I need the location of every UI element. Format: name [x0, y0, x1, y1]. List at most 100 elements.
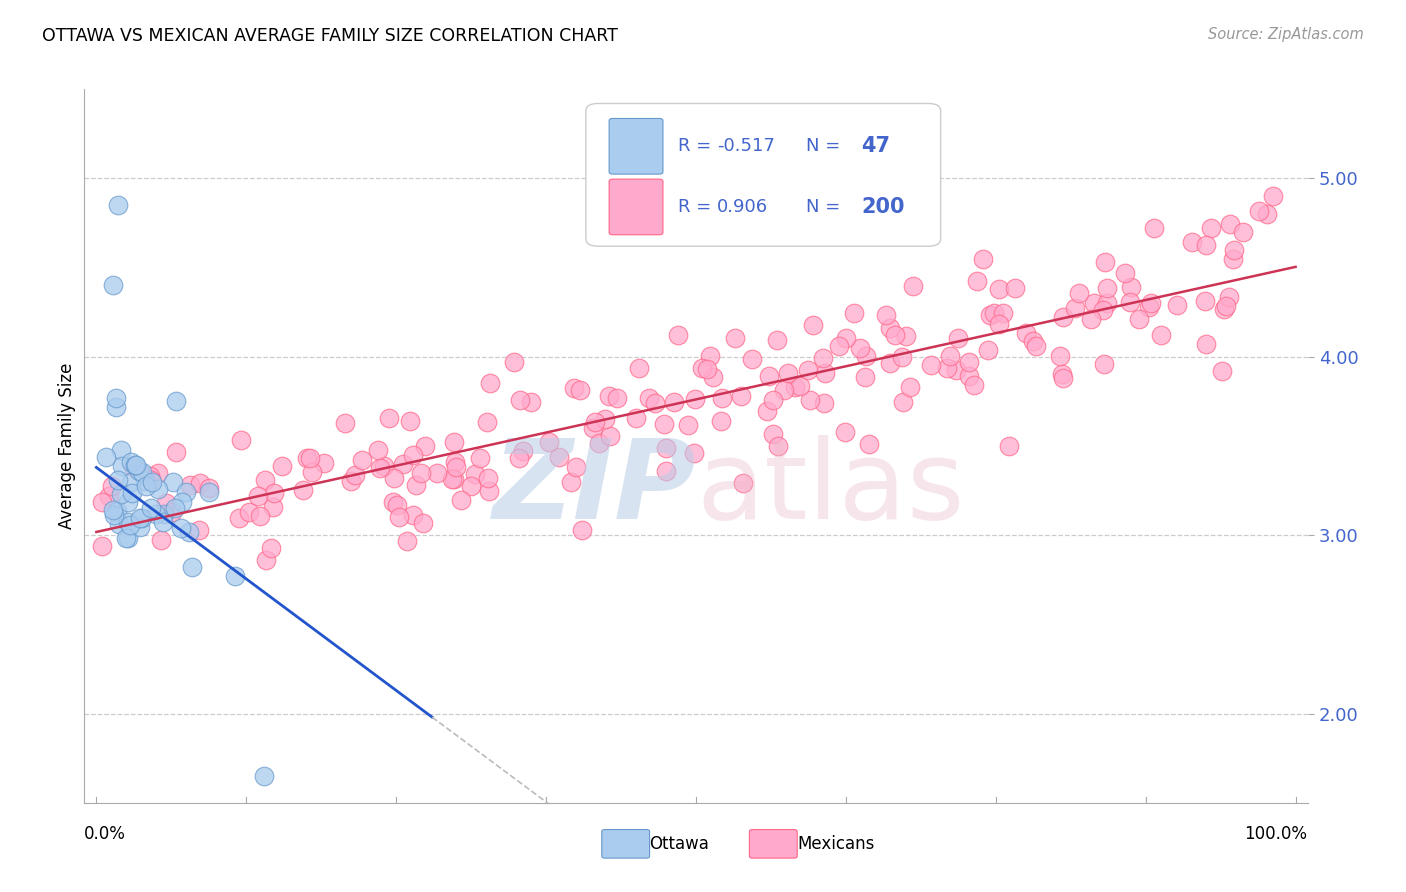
Point: [128, 464, 150, 478]
Point: [402, 448, 425, 462]
Point: [1194, 293, 1216, 308]
Point: [987, 317, 1010, 331]
Point: [1080, 312, 1102, 326]
Point: [568, 383, 591, 397]
Point: [174, 484, 197, 499]
Point: [238, 505, 260, 519]
Point: [460, 478, 482, 492]
Point: [998, 439, 1021, 453]
Point: [231, 433, 253, 447]
Point: [477, 471, 499, 485]
Point: [628, 361, 651, 376]
Point: [842, 305, 865, 319]
Point: [772, 383, 794, 397]
Y-axis label: Average Family Size: Average Family Size: [58, 363, 76, 529]
Point: [1095, 281, 1118, 295]
Text: ZIP: ZIP: [492, 435, 696, 542]
Point: [582, 421, 605, 435]
Point: [181, 560, 204, 574]
Point: [1218, 290, 1240, 304]
Point: [803, 318, 825, 333]
Point: [107, 504, 129, 518]
Point: [385, 498, 408, 512]
Point: [97, 489, 120, 503]
Point: [1049, 349, 1071, 363]
Point: [179, 524, 201, 539]
Point: [875, 308, 897, 322]
Point: [246, 489, 269, 503]
Point: [936, 361, 959, 376]
Point: [120, 475, 142, 490]
Point: [834, 425, 856, 439]
Point: [1052, 371, 1074, 385]
Point: [155, 496, 177, 510]
Point: [731, 475, 754, 490]
Point: [1128, 312, 1150, 326]
Point: [814, 366, 837, 380]
Point: [710, 413, 733, 427]
Point: [115, 531, 138, 545]
Point: [1025, 339, 1047, 353]
Point: [1119, 294, 1142, 309]
Point: [571, 524, 593, 538]
Point: [298, 451, 321, 466]
Point: [945, 362, 967, 376]
Point: [676, 417, 699, 432]
Point: [547, 450, 569, 464]
Point: [382, 471, 405, 485]
Point: [702, 370, 724, 384]
Point: [1181, 235, 1204, 249]
Point: [538, 435, 561, 450]
Point: [262, 500, 284, 514]
Point: [811, 351, 834, 366]
Point: [135, 479, 157, 493]
Point: [1199, 221, 1222, 235]
Point: [987, 282, 1010, 296]
Point: [1195, 337, 1218, 351]
Point: [441, 472, 464, 486]
Point: [150, 533, 173, 548]
Point: [117, 494, 139, 508]
Point: [392, 457, 415, 471]
Point: [898, 380, 921, 394]
Point: [599, 428, 621, 442]
Point: [1195, 237, 1218, 252]
Point: [117, 515, 139, 529]
Point: [1083, 296, 1105, 310]
Point: [762, 427, 785, 442]
Point: [1094, 255, 1116, 269]
Point: [588, 436, 610, 450]
Point: [139, 469, 162, 483]
Point: [170, 495, 193, 509]
Text: Mexicans: Mexicans: [797, 835, 875, 853]
Point: [766, 439, 789, 453]
Point: [835, 331, 858, 345]
Point: [692, 360, 714, 375]
Point: [396, 533, 419, 548]
Text: 0.906: 0.906: [717, 198, 768, 216]
Point: [121, 486, 143, 500]
Point: [595, 411, 617, 425]
Point: [977, 343, 1000, 357]
Point: [1097, 295, 1119, 310]
Point: [1261, 189, 1284, 203]
Text: OTTAWA VS MEXICAN AVERAGE FAMILY SIZE CORRELATION CHART: OTTAWA VS MEXICAN AVERAGE FAMILY SIZE CO…: [42, 27, 619, 45]
Point: [920, 358, 942, 372]
Point: [1137, 300, 1160, 314]
Point: [125, 458, 148, 473]
Point: [1052, 367, 1074, 381]
Point: [606, 392, 628, 406]
Point: [188, 475, 211, 490]
Point: [253, 769, 276, 783]
Point: [853, 370, 876, 384]
Point: [1114, 266, 1136, 280]
Point: [762, 392, 785, 407]
Point: [710, 391, 733, 405]
Point: [598, 389, 620, 403]
Point: [90, 539, 112, 553]
Point: [128, 519, 150, 533]
Point: [683, 392, 706, 406]
Point: [891, 351, 914, 365]
Text: -0.517: -0.517: [717, 137, 775, 155]
Point: [637, 391, 659, 405]
